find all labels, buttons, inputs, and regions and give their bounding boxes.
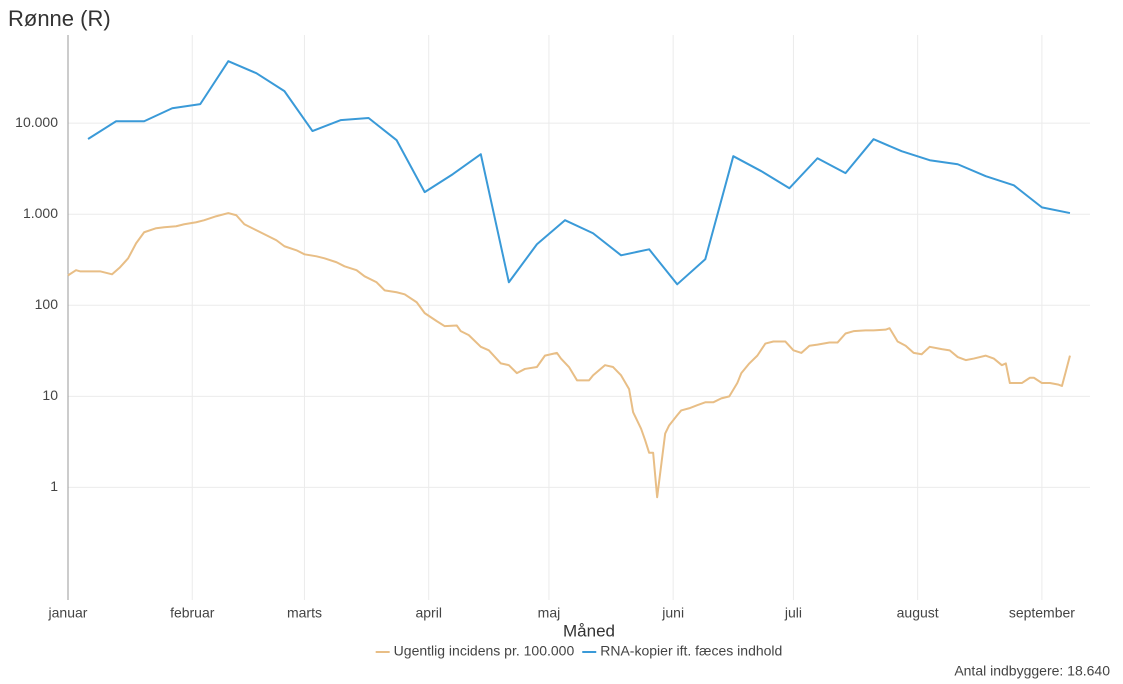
x-axis-title: Måned — [563, 621, 615, 640]
y-tick-label: 10 — [42, 387, 58, 403]
caption: Antal indbyggere: 18.640 — [954, 663, 1110, 679]
x-tick-label: august — [897, 605, 939, 621]
series-line — [67, 212, 1071, 499]
series-line — [87, 60, 1071, 286]
y-tick-label: 10.000 — [15, 114, 58, 130]
chart-title: Rønne (R) — [8, 6, 111, 31]
legend: Ugentlig incidens pr. 100.000 RNA-kopier … — [375, 643, 782, 659]
y-tick-label: 1 — [50, 478, 58, 494]
x-tick-label: juli — [784, 605, 802, 621]
y-tick-label: 1.000 — [23, 205, 58, 221]
x-tick-label: marts — [287, 605, 322, 621]
legend-label: RNA-kopier ift. fæces indhold — [600, 643, 782, 659]
x-tick-label: februar — [170, 605, 215, 621]
legend-label: Ugentlig incidens pr. 100.000 — [394, 643, 575, 659]
x-tick-label: april — [415, 605, 441, 621]
x-tick-label: september — [1009, 605, 1075, 621]
x-tick-label: juni — [661, 605, 684, 621]
x-tick-label: maj — [538, 605, 561, 621]
x-tick-label: januar — [48, 605, 88, 621]
y-tick-label: 100 — [35, 296, 59, 312]
grid — [67, 35, 1090, 600]
